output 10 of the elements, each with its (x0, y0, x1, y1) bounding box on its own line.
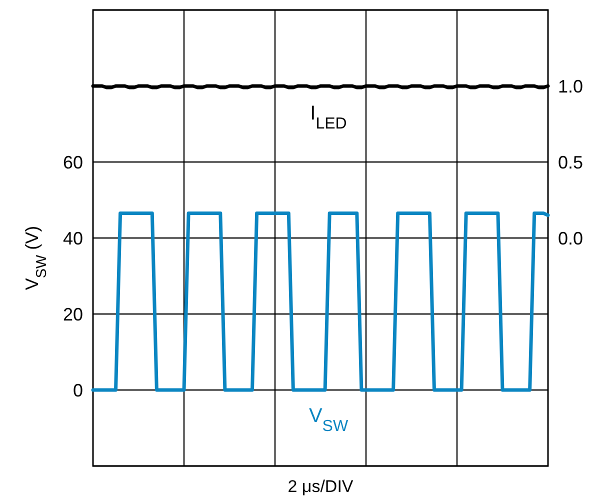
y-tick-label: 40 (62, 228, 83, 248)
y2-tick-label: 0.0 (558, 228, 584, 248)
y-tick-label: 60 (62, 152, 83, 172)
y2-tick-label: 0.5 (558, 152, 584, 172)
y2-tick-label: 1.0 (558, 76, 584, 96)
x-axis-title: 2 μs/DIV (288, 477, 354, 496)
y-tick-label: 20 (62, 304, 83, 324)
series-label: V$_{SW}$ (308, 405, 349, 434)
series-label: I$_{LED}$ (310, 102, 347, 132)
y-tick-label: 0 (72, 380, 83, 400)
